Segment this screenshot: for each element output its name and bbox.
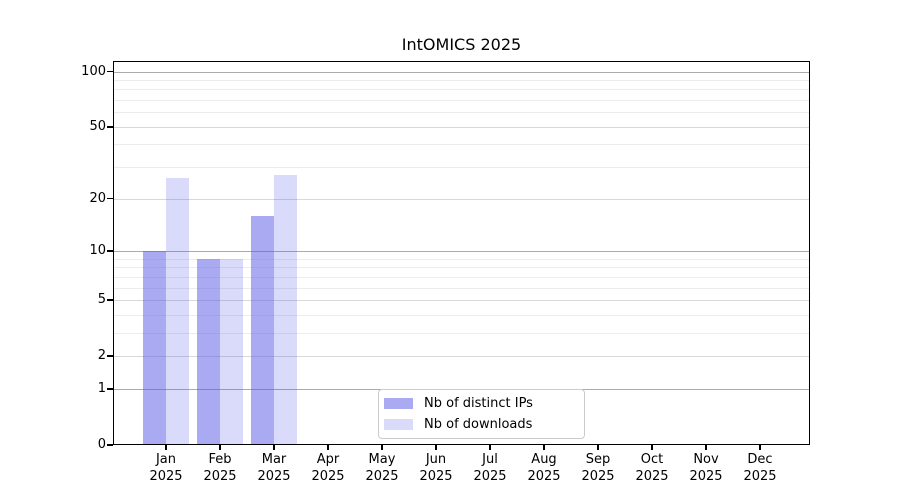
x-tick-mark [759,445,761,450]
x-tick-mark [381,445,383,450]
legend: Nb of distinct IPs Nb of downloads [378,389,585,439]
plot-area [113,61,810,445]
bar-downloads [220,258,243,445]
minor-gridline [113,100,810,102]
x-tick-mark [489,445,491,450]
legend-label-distinct-ips: Nb of distinct IPs [424,395,533,411]
major-gridline [113,198,810,200]
x-tick-label: May 2025 [365,452,399,484]
bar-downloads [166,178,189,445]
legend-label-downloads: Nb of downloads [424,416,533,432]
major-gridline [113,250,810,252]
bar-distinct-ips [251,215,274,445]
x-tick-mark [219,445,221,450]
y-tick-label: 5 [97,291,106,307]
x-tick-label: Sep 2025 [581,452,615,484]
y-tick-label: 0 [97,437,106,452]
y-tick-label: 50 [89,118,106,134]
y-tick-mark [107,388,113,390]
major-gridline [113,299,810,301]
legend-item-downloads: Nb of downloads [384,416,584,434]
x-tick-mark [705,445,707,450]
minor-gridline [113,258,810,260]
y-tick-mark [107,444,113,446]
y-tick-mark [107,126,113,128]
x-tick-mark [651,445,653,450]
x-tick-mark [543,445,545,450]
minor-gridline [113,144,810,146]
x-tick-mark [597,445,599,450]
x-tick-mark [435,445,437,450]
legend-swatch-distinct-ips [384,398,413,409]
minor-gridline [113,287,810,289]
minor-gridline [113,314,810,316]
x-tick-label: Feb 2025 [203,452,237,484]
x-tick-label: Mar 2025 [257,452,291,484]
x-tick-label: Dec 2025 [743,452,777,484]
x-tick-mark [165,445,167,450]
x-tick-label: Jul 2025 [473,452,507,484]
minor-gridline [113,276,810,278]
y-tick-mark [107,299,113,301]
major-gridline [113,71,810,73]
y-tick-mark [107,250,113,252]
x-tick-label: Aug 2025 [527,452,561,484]
major-gridline [113,356,810,358]
x-tick-label: Apr 2025 [311,452,345,484]
y-tick-label: 2 [97,348,106,364]
chart-title: IntOMICS 2025 [401,35,522,54]
y-tick-mark [107,355,113,357]
y-tick-mark [107,197,113,200]
y-tick-label: 1 [97,380,106,396]
x-tick-mark [327,445,329,450]
x-tick-label: Nov 2025 [689,452,723,484]
minor-gridline [113,167,810,169]
x-tick-label: Jan 2025 [149,452,183,484]
minor-gridline [113,267,810,269]
x-tick-label: Jun 2025 [419,452,453,484]
bar-distinct-ips [143,250,166,445]
minor-gridline [113,89,810,91]
y-tick-mark [107,70,113,73]
minor-gridline [113,112,810,114]
y-tick-label: 20 [89,190,106,206]
bar-distinct-ips [197,258,220,445]
y-tick-label: 10 [89,242,106,258]
x-tick-label: Oct 2025 [635,452,669,484]
minor-gridline [113,332,810,334]
bar-downloads [274,175,297,445]
legend-item-distinct-ips: Nb of distinct IPs [384,395,584,413]
minor-gridline [113,79,810,81]
legend-swatch-downloads [384,419,413,430]
x-tick-mark [273,445,275,450]
major-gridline [113,126,810,128]
y-tick-label: 100 [81,63,106,79]
